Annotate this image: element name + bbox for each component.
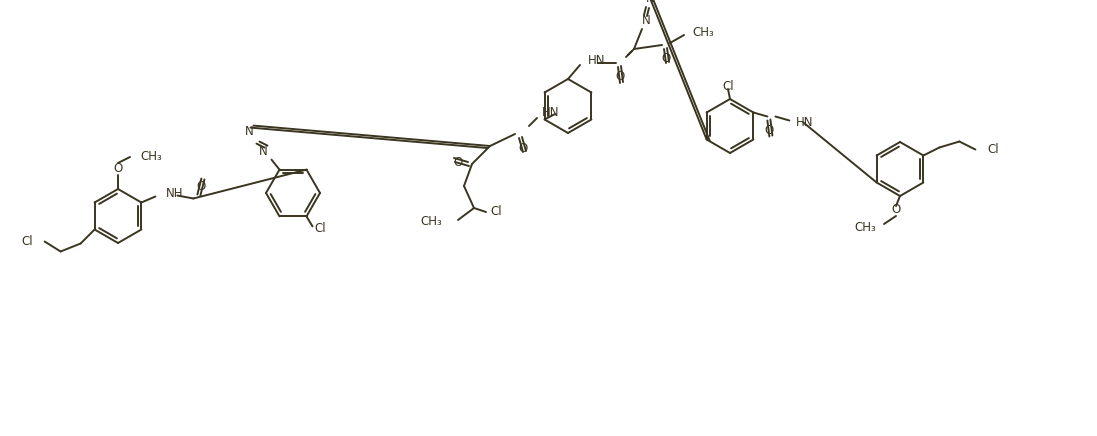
Text: HN: HN — [795, 116, 813, 129]
Text: Cl: Cl — [490, 205, 501, 218]
Text: O: O — [615, 71, 624, 84]
Text: N: N — [642, 14, 651, 27]
Text: N: N — [259, 145, 268, 158]
Text: HN: HN — [588, 54, 606, 68]
Text: N: N — [646, 0, 655, 6]
Text: Cl: Cl — [722, 81, 734, 93]
Text: O: O — [196, 180, 206, 193]
Text: HN: HN — [542, 106, 559, 119]
Text: N: N — [245, 125, 253, 138]
Text: CH₃: CH₃ — [855, 221, 877, 235]
Text: O: O — [113, 163, 123, 176]
Text: Cl: Cl — [987, 143, 999, 156]
Text: O: O — [453, 156, 463, 168]
Text: O: O — [892, 204, 901, 217]
Text: O: O — [519, 142, 528, 154]
Text: CH₃: CH₃ — [692, 27, 714, 40]
Text: Cl: Cl — [315, 222, 326, 235]
Text: CH₃: CH₃ — [140, 150, 161, 164]
Text: Cl: Cl — [21, 235, 33, 248]
Text: O: O — [765, 124, 774, 137]
Text: O: O — [661, 52, 670, 65]
Text: NH: NH — [166, 187, 183, 200]
Text: CH₃: CH₃ — [420, 215, 442, 228]
